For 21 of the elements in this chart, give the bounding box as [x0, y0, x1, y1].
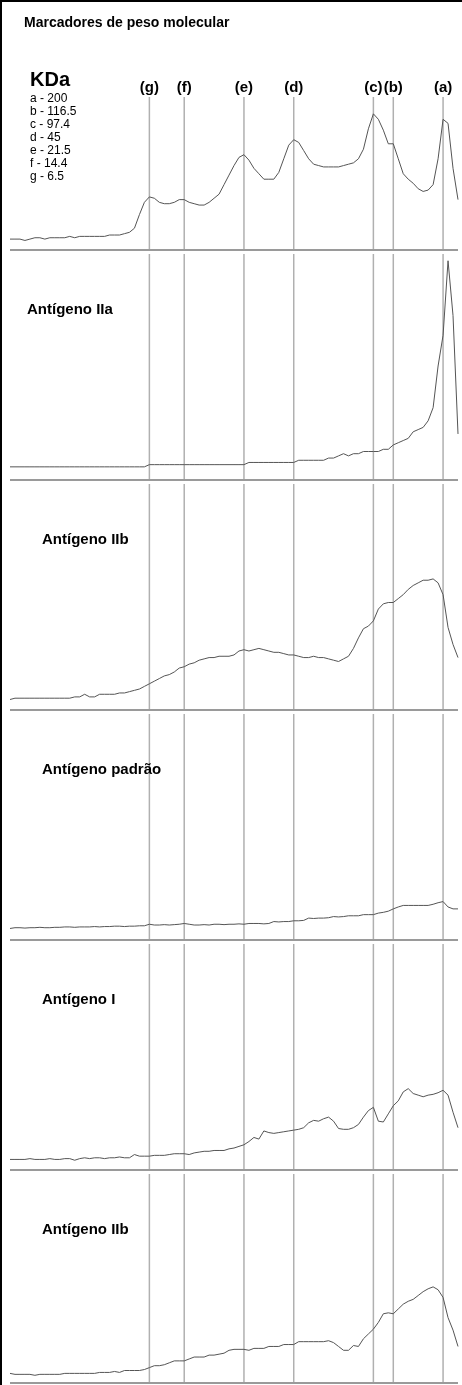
annotation: f - 14.4: [30, 156, 69, 170]
text: (g): [139, 78, 159, 95]
annotation: e - 21.5: [30, 143, 72, 157]
text: (c): [364, 78, 383, 95]
text: a - 200: [30, 91, 69, 105]
text: Antígeno IIa: [27, 300, 113, 317]
text: (d): [284, 78, 304, 95]
annotation: b - 116.5: [30, 104, 77, 118]
annotation: g - 6.5: [30, 169, 66, 183]
chart-title: Marcadores de peso molecular: [24, 14, 230, 30]
text: (b): [383, 78, 403, 95]
chart-title: Antígeno IIb: [42, 1220, 129, 1237]
chart-title: Antígeno padrão: [42, 760, 162, 777]
text: (e): [234, 78, 254, 95]
text: (f): [176, 78, 192, 95]
annotation: c - 97.4: [30, 117, 72, 131]
text: (a): [433, 78, 453, 95]
text: KDa: [30, 67, 72, 92]
chart-title: Antígeno I: [42, 990, 116, 1007]
chart-title: Antígeno IIb: [42, 530, 129, 547]
annotation: d - 45: [30, 130, 62, 144]
